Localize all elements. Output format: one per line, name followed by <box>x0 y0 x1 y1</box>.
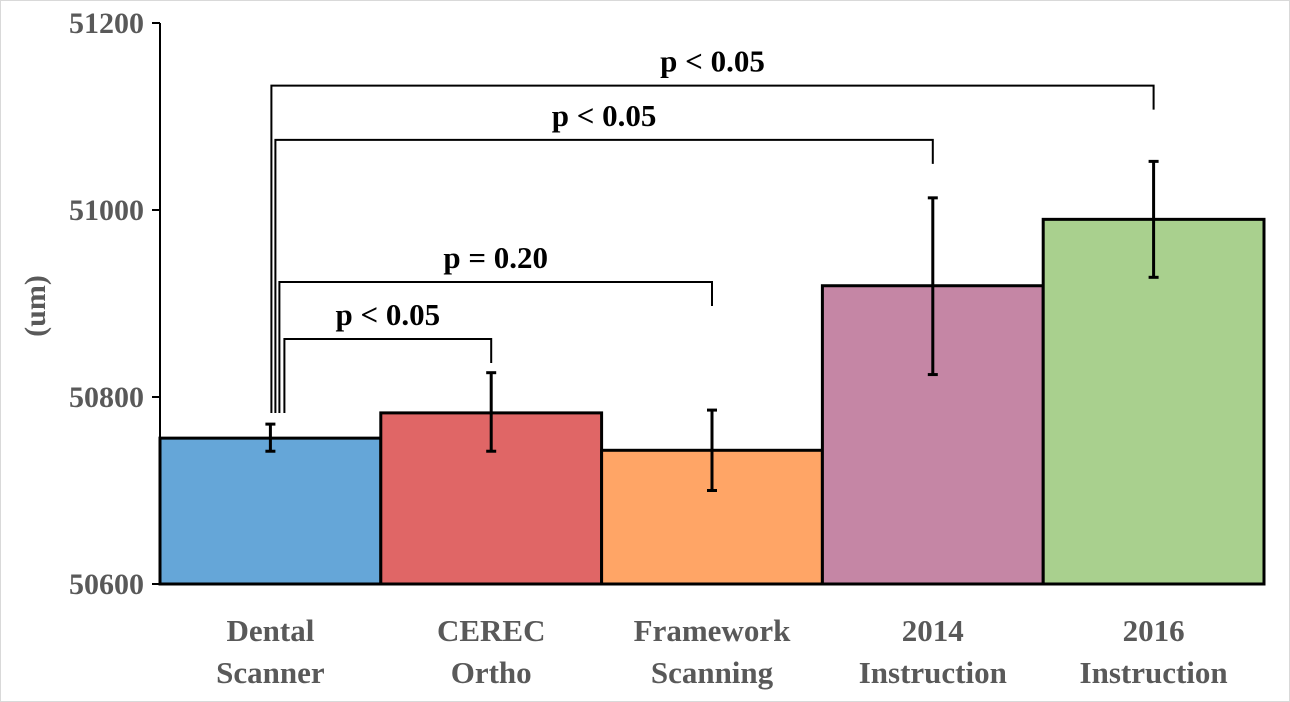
x-category-line: Scanning <box>651 655 774 690</box>
x-category-line: Scanner <box>216 655 325 690</box>
x-category-line: 2016 <box>1123 613 1185 648</box>
significance-label-2: p < 0.05 <box>552 98 657 133</box>
significance-bracket-2 <box>274 138 934 413</box>
bars-group <box>158 217 1266 586</box>
y-tick-label-3: 51200 <box>69 7 144 40</box>
x-category-label-1: CEREC Ortho <box>437 613 546 690</box>
x-category-label-4: 2016 Instruction <box>1080 613 1228 690</box>
bar-0 <box>158 436 383 586</box>
y-tick-label-0: 50600 <box>69 568 144 601</box>
y-axis-label: (um) <box>19 275 52 337</box>
y-tick-label-1: 50800 <box>69 381 144 414</box>
significance-bracket-1 <box>278 280 713 413</box>
significance-group: p < 0.05p = 0.20p < 0.05p < 0.05 <box>270 44 1155 413</box>
error-bars-group <box>265 159 1159 492</box>
significance-bracket-0 <box>283 338 493 413</box>
x-category-line: Framework <box>634 613 791 648</box>
significance-bracket-3 <box>270 84 1155 413</box>
x-category-line: CEREC <box>437 613 546 648</box>
significance-label-0: p < 0.05 <box>335 297 440 332</box>
x-category-line: Instruction <box>859 655 1007 690</box>
significance-label-1: p = 0.20 <box>443 240 548 275</box>
x-category-line: Ortho <box>451 655 532 690</box>
x-category-label-3: 2014 Instruction <box>859 613 1007 690</box>
x-category-line: Instruction <box>1080 655 1228 690</box>
x-category-label-2: Framework Scanning <box>634 613 791 690</box>
bar-4 <box>1041 217 1266 586</box>
x-category-line: 2014 <box>902 613 964 648</box>
x-category-label-0: Dental Scanner <box>216 613 325 690</box>
axes-group: 50600 50800 51000 51200 Dental Scanner CEREC Or… <box>69 7 1264 690</box>
x-category-line: Dental <box>226 613 314 648</box>
significance-label-3: p < 0.05 <box>660 44 765 79</box>
y-tick-label-2: 51000 <box>69 194 144 227</box>
